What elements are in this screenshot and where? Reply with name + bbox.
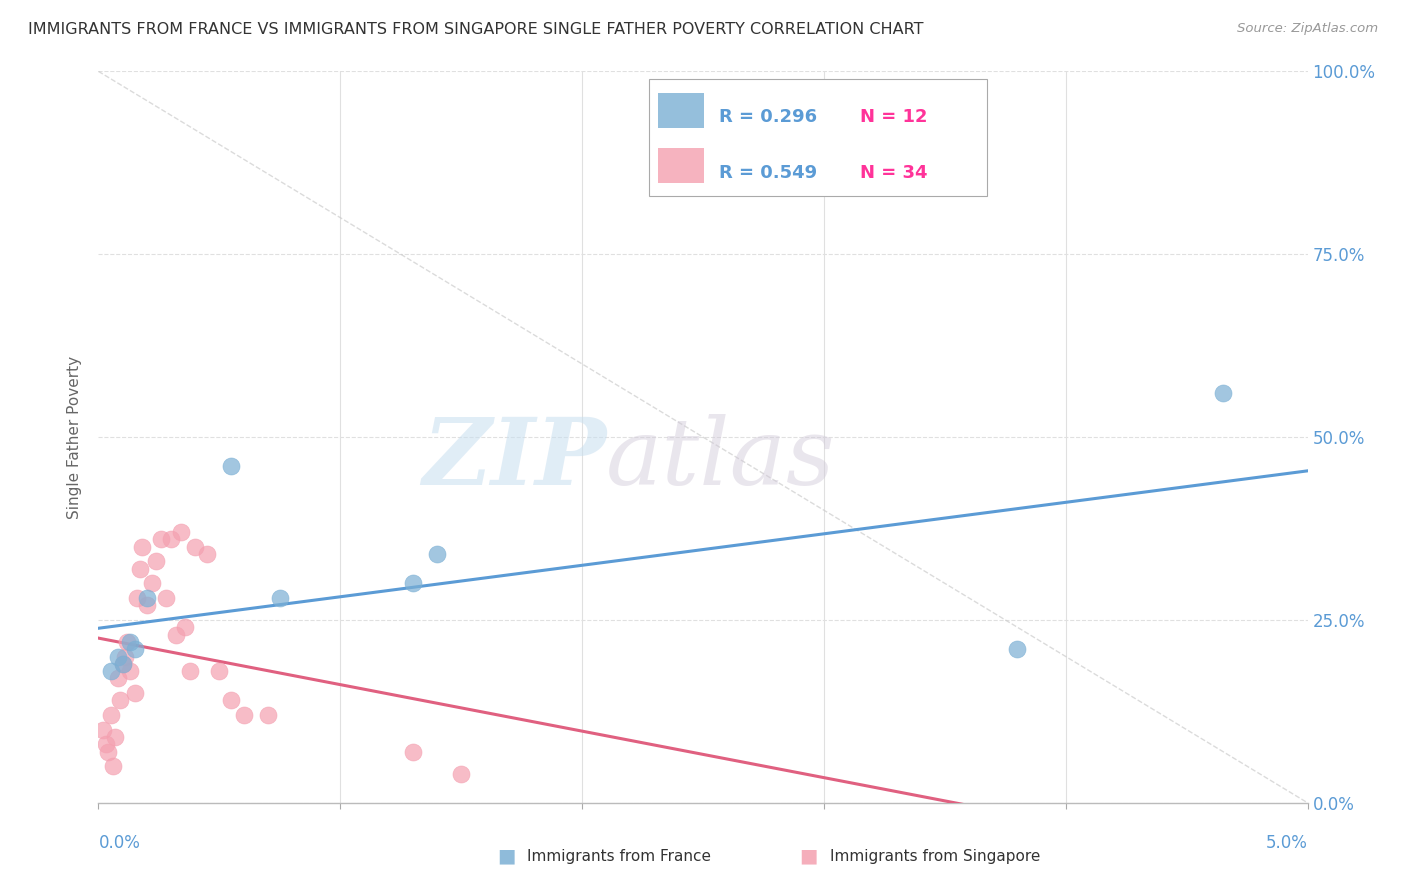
Point — [97, 745, 120, 759]
Point — [94, 737, 117, 751]
Text: 0.0%: 0.0% — [98, 834, 141, 852]
Text: R = 0.296: R = 0.296 — [718, 108, 817, 126]
Point — [256, 708, 278, 723]
Point — [107, 649, 129, 664]
Point — [174, 620, 197, 634]
Point — [169, 525, 191, 540]
Text: 5.0%: 5.0% — [1265, 834, 1308, 852]
Point — [160, 533, 183, 547]
Point — [108, 693, 131, 707]
Point — [124, 686, 146, 700]
Text: Immigrants from France: Immigrants from France — [527, 849, 711, 863]
Point — [1007, 642, 1029, 657]
Point — [135, 591, 157, 605]
Point — [179, 664, 201, 678]
Text: N = 34: N = 34 — [860, 164, 928, 182]
Point — [100, 664, 122, 678]
Point — [150, 533, 173, 547]
Text: IMMIGRANTS FROM FRANCE VS IMMIGRANTS FROM SINGAPORE SINGLE FATHER POVERTY CORREL: IMMIGRANTS FROM FRANCE VS IMMIGRANTS FRO… — [28, 22, 924, 37]
Point — [141, 576, 163, 591]
Point — [1212, 386, 1234, 401]
Point — [208, 664, 231, 678]
Point — [426, 547, 449, 561]
Point — [101, 759, 124, 773]
Point — [118, 635, 141, 649]
Point — [221, 459, 243, 474]
Text: Immigrants from Singapore: Immigrants from Singapore — [830, 849, 1040, 863]
Bar — [658, 94, 704, 128]
Text: N = 12: N = 12 — [860, 108, 928, 126]
Point — [232, 708, 254, 723]
Point — [184, 540, 207, 554]
Point — [135, 599, 157, 613]
Point — [402, 745, 425, 759]
Point — [402, 576, 425, 591]
Point — [131, 540, 153, 554]
Point — [124, 642, 146, 657]
Point — [117, 635, 139, 649]
Text: R = 0.549: R = 0.549 — [718, 164, 817, 182]
FancyBboxPatch shape — [648, 78, 987, 195]
Point — [127, 591, 149, 605]
Point — [111, 657, 134, 671]
Text: Source: ZipAtlas.com: Source: ZipAtlas.com — [1237, 22, 1378, 36]
Point — [450, 766, 472, 780]
Text: ■: ■ — [799, 847, 818, 866]
Text: ZIP: ZIP — [422, 414, 606, 504]
Point — [165, 627, 187, 641]
Point — [91, 723, 114, 737]
Text: atlas: atlas — [606, 414, 835, 504]
Point — [111, 657, 134, 671]
Y-axis label: Single Father Poverty: Single Father Poverty — [67, 356, 83, 518]
Point — [145, 554, 167, 568]
Bar — [658, 148, 704, 183]
Point — [107, 672, 129, 686]
Point — [128, 562, 150, 576]
Point — [269, 591, 291, 605]
Point — [104, 730, 127, 744]
Point — [114, 649, 136, 664]
Point — [195, 547, 218, 561]
Point — [221, 693, 243, 707]
Point — [118, 664, 141, 678]
Point — [155, 591, 177, 605]
Text: ■: ■ — [496, 847, 516, 866]
Point — [100, 708, 122, 723]
